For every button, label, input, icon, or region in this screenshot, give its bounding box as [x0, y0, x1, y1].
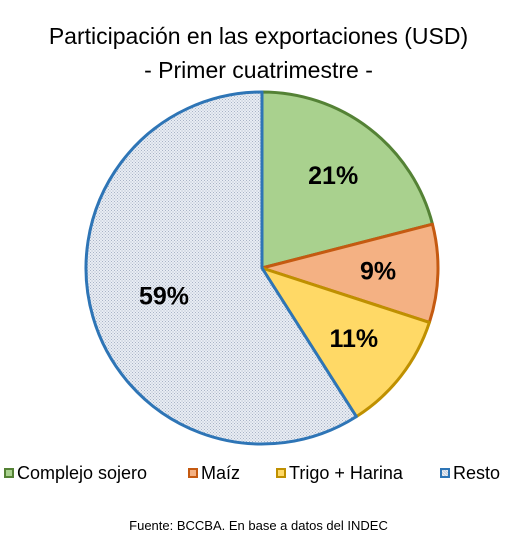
legend-label: Resto — [453, 463, 501, 483]
legend-item-ma-z: Maíz — [188, 461, 240, 485]
pie-data-labels: 21% 9% 11% 59% — [139, 162, 396, 353]
pie-slice-resto — [84, 90, 358, 446]
pie-slice-ma-z — [260, 222, 440, 324]
legend-item-complejo-sojero: Complejo sojero — [4, 461, 147, 485]
legend-label: Trigo + Harina — [289, 463, 403, 483]
legend-label: Complejo sojero — [17, 463, 148, 483]
data-label-trigo-harina: 11% — [329, 325, 378, 353]
pie-slice-complejo-sojero — [260, 90, 434, 270]
chart-subtitle: - Primer cuatrimestre - — [144, 57, 373, 83]
legend-item-resto: Resto — [440, 461, 500, 485]
pie-slices — [84, 90, 440, 446]
legend-item-trigo-harina: Trigo + Harina — [276, 461, 403, 485]
legend-swatch — [188, 468, 198, 478]
data-label-complejo-sojero: 21% — [308, 162, 358, 190]
legend-swatch — [276, 468, 286, 478]
legend-label: Maíz — [201, 463, 241, 483]
data-label-ma-z: 9% — [360, 258, 396, 286]
legend-swatch — [440, 468, 450, 478]
data-label-resto: 59% — [139, 282, 189, 310]
legend-swatch — [4, 468, 14, 478]
source-note: Fuente: BCCBA. En base a datos del INDEC — [129, 518, 388, 533]
pie-slice-trigo-harina — [260, 266, 431, 419]
chart-title: Participación en las exportaciones (USD) — [48, 23, 469, 49]
chart-legend: Complejo sojero Maíz Trigo + Harina Resto — [0, 461, 517, 485]
